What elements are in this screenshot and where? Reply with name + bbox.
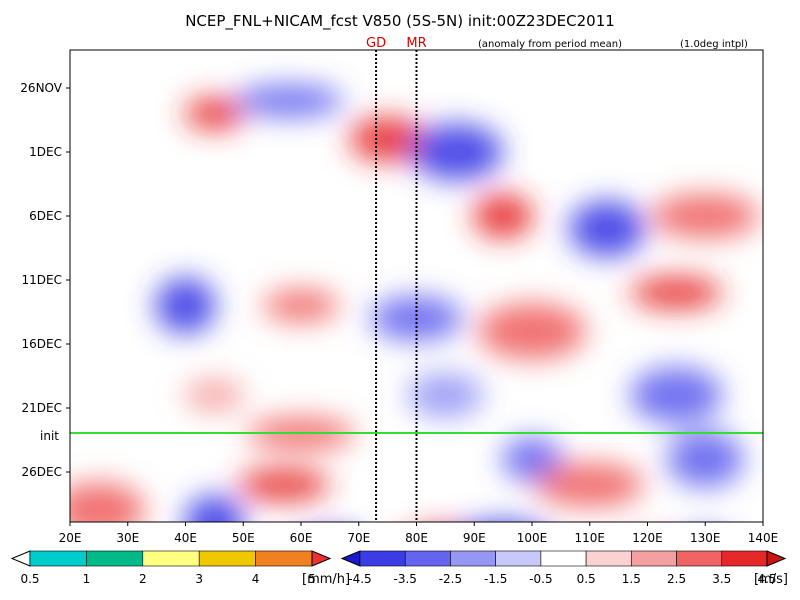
- wind-colorbar-label-9: 4.5: [757, 572, 776, 586]
- field-anomaly-19: [535, 462, 644, 507]
- field-anomaly-0: [184, 97, 245, 130]
- field-anomaly-18: [237, 468, 330, 501]
- wind-colorbar-label-0: -4.5: [348, 572, 371, 586]
- x-tick-label-120E: 120E: [632, 531, 663, 545]
- rain-colorbar-box-4: [255, 550, 313, 567]
- marker-label-mr: MR: [406, 36, 426, 51]
- rain-colorbar-label-5: 5: [308, 572, 316, 586]
- y-tick-label-26DEC: 26DEC: [22, 465, 62, 479]
- subtitle-interpolation: (1.0deg intpl): [680, 39, 748, 50]
- x-tick-label-80E: 80E: [405, 531, 428, 545]
- marker-labels: GD MR: [366, 36, 427, 51]
- field-anomaly-13: [407, 373, 484, 418]
- wind-colorbar-label-6: 1.5: [622, 572, 641, 586]
- init-label: init: [40, 429, 59, 443]
- wind-colorbar-low-arrow: [340, 550, 361, 567]
- rain-colorbar-high-arrow: [311, 550, 332, 567]
- wind-colorbar-box-1: [404, 550, 451, 567]
- rain-colorbar: 0.5 1 2 3 4 5: [10, 550, 332, 586]
- wind-colorbar-box-7: [676, 550, 723, 567]
- field-anomaly-23: [487, 520, 519, 522]
- field-anomaly-5: [569, 200, 646, 257]
- field-anomaly-3: [235, 84, 344, 117]
- x-tick-label-20E: 20E: [59, 531, 82, 545]
- rain-colorbar-box-1: [86, 550, 144, 567]
- wind-colorbar-box-5: [585, 550, 632, 567]
- chart-title: NCEP_FNL+NICAM_fcst V850 (5S-5N) init:00…: [185, 12, 615, 31]
- wind-colorbar-box-6: [631, 550, 677, 567]
- field-anomaly-8: [155, 277, 216, 334]
- field-anomaly-14: [630, 367, 723, 424]
- field-anomaly-2: [410, 124, 503, 180]
- y-tick-label-26NOV: 26NOV: [20, 81, 62, 95]
- rain-colorbar-label-1: 1: [83, 572, 91, 586]
- x-tick-label-90E: 90E: [463, 531, 486, 545]
- wind-colorbar: -4.5 -3.5 -2.5 -1.5 -0.5 0.5 1.5 2.5 3.5 4.5: [340, 550, 787, 586]
- wind-colorbar-label-4: -0.5: [529, 572, 552, 586]
- wind-colorbar-label-2: -2.5: [439, 572, 462, 586]
- wind-colorbar-box-4: [540, 550, 587, 567]
- rain-unit-label: [mm/h]: [302, 572, 350, 587]
- wind-colorbar-label-3: -1.5: [484, 572, 507, 586]
- x-tick-label-110E: 110E: [575, 531, 606, 545]
- marker-label-gd: GD: [366, 36, 386, 51]
- rain-colorbar-label-3: 3: [195, 572, 203, 586]
- wind-anomaly-field: [70, 84, 760, 522]
- subtitle-anomaly: (anomaly from period mean): [478, 39, 622, 50]
- rain-colorbar-label-4: 4: [252, 572, 260, 586]
- plot-area: [69, 49, 764, 523]
- field-anomaly-16: [502, 437, 562, 482]
- wind-colorbar-box-2: [450, 550, 496, 567]
- wind-colorbar-label-8: 3.5: [712, 572, 731, 586]
- x-axis: 20E 30E 40E 50E 60E 70E 80E 90E 100E 110E 120E 130E…: [59, 522, 779, 545]
- field-anomaly-6: [630, 276, 723, 309]
- field-anomaly-7: [651, 194, 760, 238]
- x-tick-label-40E: 40E: [174, 531, 197, 545]
- rain-colorbar-box-0: [29, 550, 87, 567]
- field-anomaly-12: [184, 379, 245, 412]
- wind-colorbar-box-8: [721, 550, 768, 567]
- wind-colorbar-label-1: -3.5: [394, 572, 417, 586]
- rain-colorbar-label-2: 2: [139, 572, 147, 586]
- x-tick-label-60E: 60E: [290, 531, 313, 545]
- y-tick-label-16DEC: 16DEC: [22, 337, 62, 351]
- field-anomaly-1: [349, 117, 426, 162]
- y-tick-label-11DEC: 11DEC: [22, 273, 62, 287]
- x-tick-label-130E: 130E: [690, 531, 721, 545]
- y-tick-label-6DEC: 6DEC: [29, 209, 62, 223]
- rain-colorbar-low-arrow: [10, 550, 31, 567]
- x-tick-label-30E: 30E: [116, 531, 139, 545]
- wind-colorbar-box-0: [359, 550, 406, 567]
- field-anomaly-17: [667, 431, 744, 488]
- field-anomaly-11: [478, 303, 586, 360]
- x-tick-label-70E: 70E: [347, 531, 370, 545]
- field-anomaly-20: [184, 495, 245, 522]
- x-tick-label-140E: 140E: [748, 531, 779, 545]
- rain-colorbar-box-2: [142, 550, 200, 567]
- field-anomaly-4: [473, 194, 534, 238]
- wind-colorbar-high-arrow: [766, 550, 787, 567]
- wind-colorbar-box-3: [495, 550, 542, 567]
- wind-colorbar-label-5: 0.5: [577, 572, 596, 586]
- wind-unit-label: [m/s]: [754, 572, 788, 587]
- field-anomaly-26: [70, 482, 145, 522]
- x-tick-label-100E: 100E: [517, 531, 548, 545]
- wind-colorbar-label-7: 2.5: [667, 572, 686, 586]
- rain-colorbar-box-3: [198, 550, 256, 567]
- field-anomaly-9: [263, 289, 339, 322]
- rain-colorbar-label-0: 0.5: [20, 572, 39, 586]
- y-tick-label-1DEC: 1DEC: [29, 145, 62, 159]
- y-axis: 26NOV 1DEC 6DEC 11DEC 16DEC 21DEC 26DEC: [20, 81, 70, 479]
- x-tick-label-50E: 50E: [232, 531, 255, 545]
- y-tick-label-21DEC: 21DEC: [22, 401, 62, 415]
- marker-lines: [375, 50, 418, 522]
